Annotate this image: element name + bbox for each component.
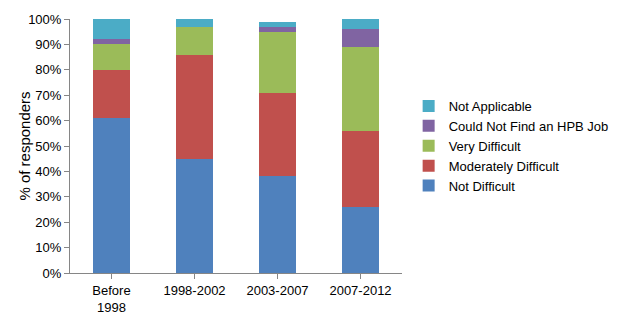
svg-text:100%: 100% xyxy=(28,12,62,27)
svg-text:10%: 10% xyxy=(35,240,61,255)
svg-text:80%: 80% xyxy=(35,62,61,77)
svg-text:Not Applicable: Not Applicable xyxy=(449,99,532,114)
svg-text:60%: 60% xyxy=(35,113,61,128)
svg-text:0%: 0% xyxy=(43,266,62,281)
svg-text:2003-2007: 2003-2007 xyxy=(246,283,308,298)
svg-text:Very Difficult: Very Difficult xyxy=(449,139,521,154)
svg-text:1998-2002: 1998-2002 xyxy=(163,283,225,298)
svg-text:30%: 30% xyxy=(35,189,61,204)
svg-text:Not Difficult: Not Difficult xyxy=(449,179,516,194)
svg-text:20%: 20% xyxy=(35,215,61,230)
svg-text:2007-2012: 2007-2012 xyxy=(329,283,391,298)
svg-text:Before1998: Before1998 xyxy=(92,283,130,315)
svg-text:90%: 90% xyxy=(35,37,61,52)
svg-text:% of responders: % of responders xyxy=(16,91,33,200)
svg-text:Could Not Find an HPB Job: Could Not Find an HPB Job xyxy=(449,119,609,134)
svg-text:40%: 40% xyxy=(35,164,61,179)
svg-text:50%: 50% xyxy=(35,139,61,154)
svg-text:Moderately Difficult: Moderately Difficult xyxy=(449,159,560,174)
svg-text:70%: 70% xyxy=(35,88,61,103)
